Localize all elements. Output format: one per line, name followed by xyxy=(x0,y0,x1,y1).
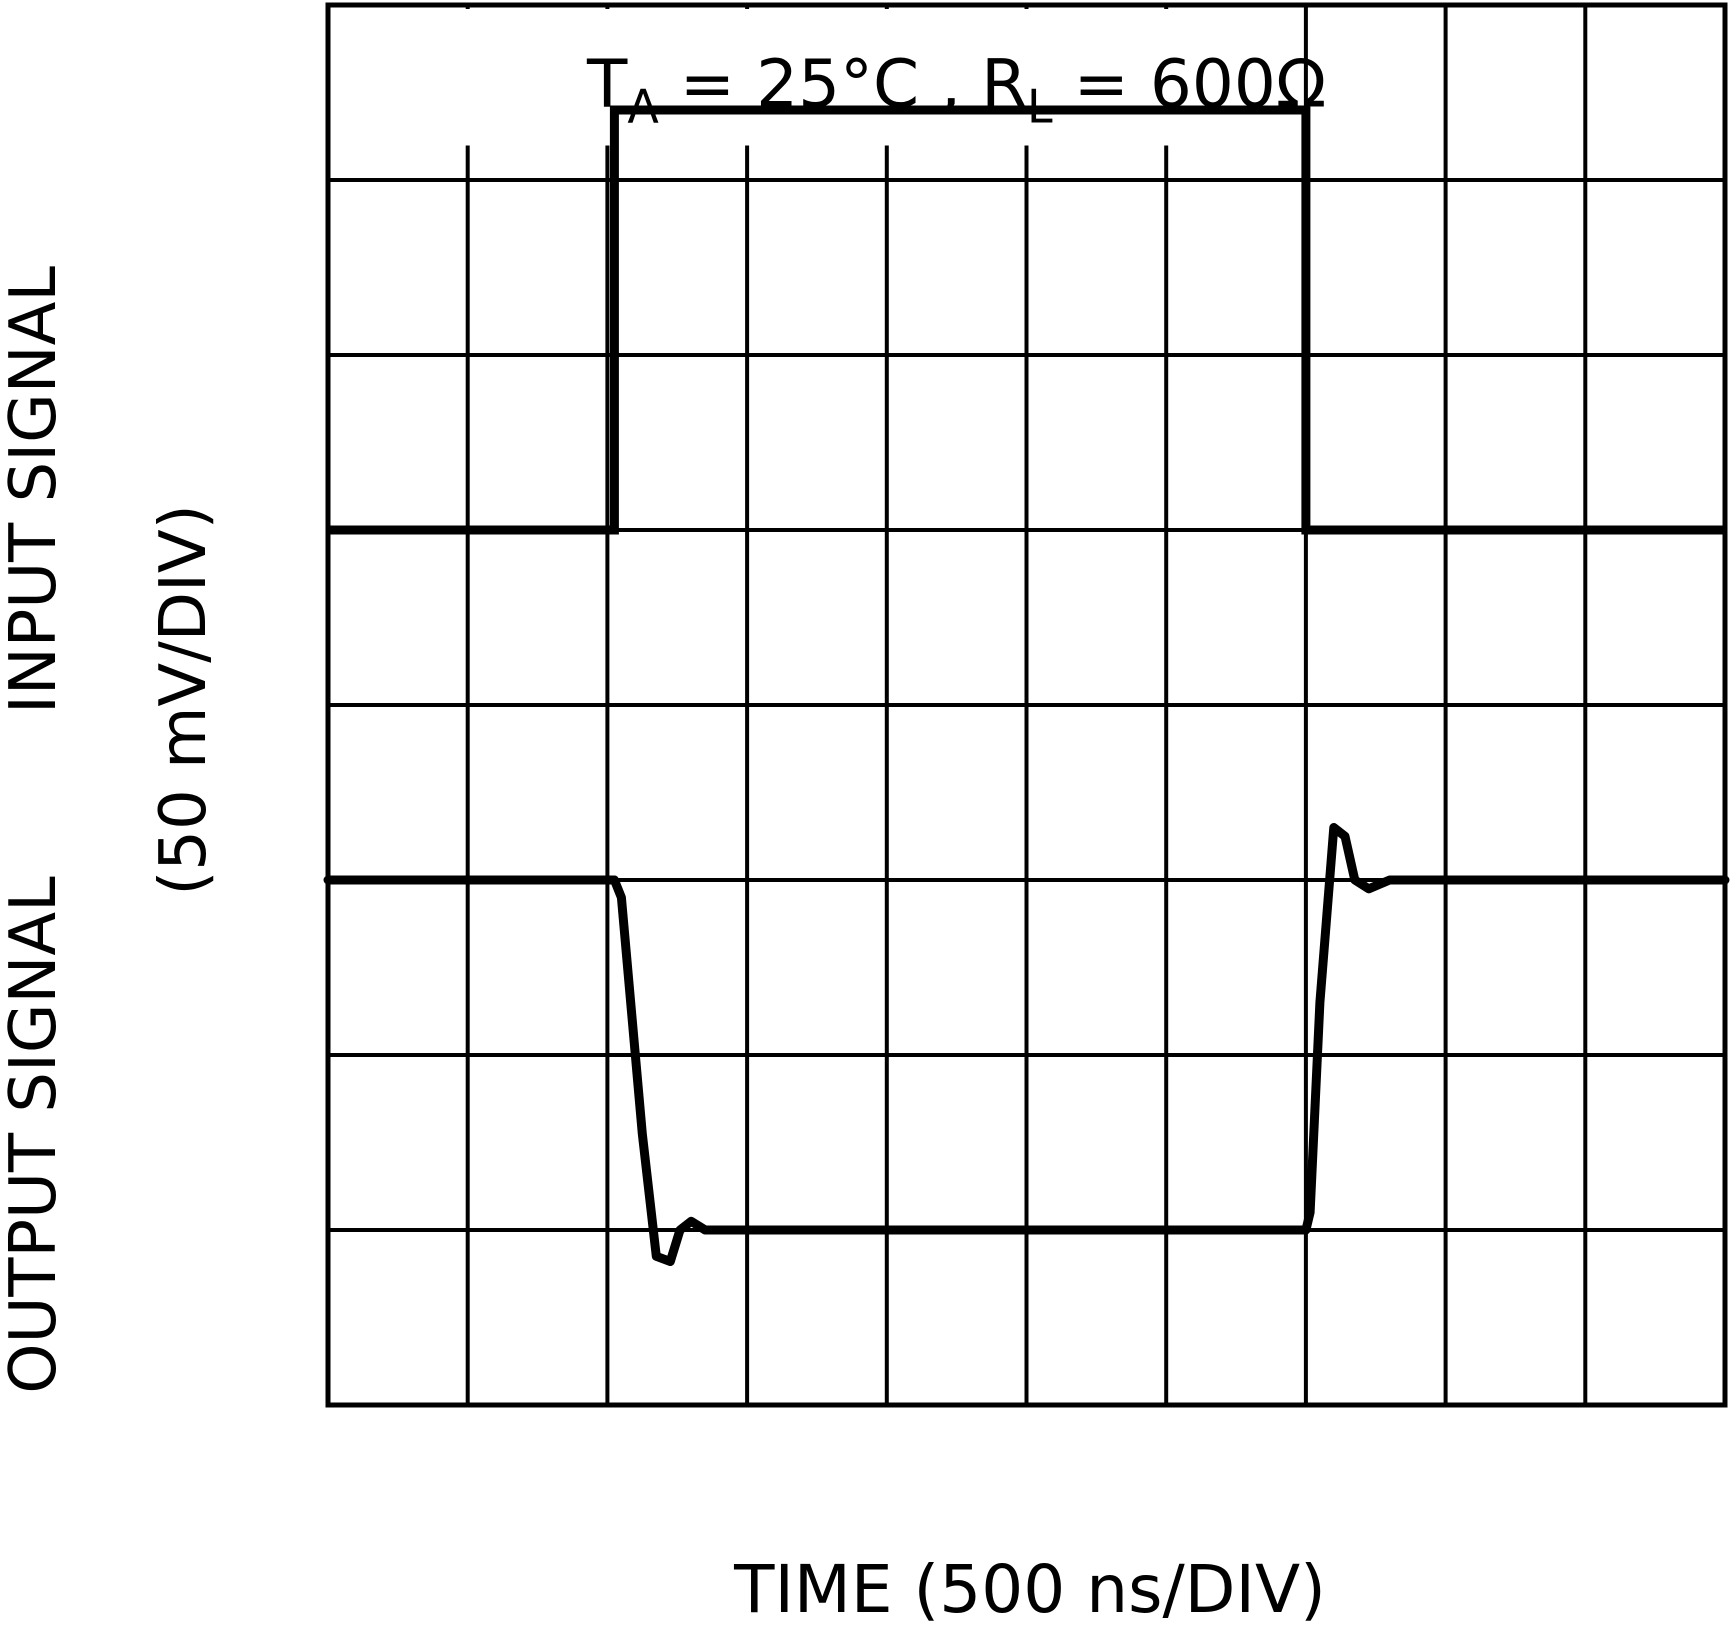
input-signal-trace xyxy=(328,105,1725,535)
y-axis-label-output: OUTPUT SIGNAL xyxy=(0,876,71,1394)
y-axis-scale-label: (50 mV/DIV) xyxy=(147,504,221,895)
output-signal-trace xyxy=(323,823,1730,1266)
annotation-box xyxy=(401,9,1248,146)
y-axis-labels: OUTPUT SIGNAL INPUT SIGNAL xyxy=(0,266,71,1394)
x-axis-label: TIME (500 ns/DIV) xyxy=(733,1551,1326,1628)
plot-frame xyxy=(325,2,1728,1408)
y-axis-label-input: INPUT SIGNAL xyxy=(0,266,71,714)
condition-annotation: TA = 25°C , RL = 600Ω xyxy=(586,46,1326,134)
y-axis-scale-group: (50 mV/DIV) xyxy=(147,504,221,895)
